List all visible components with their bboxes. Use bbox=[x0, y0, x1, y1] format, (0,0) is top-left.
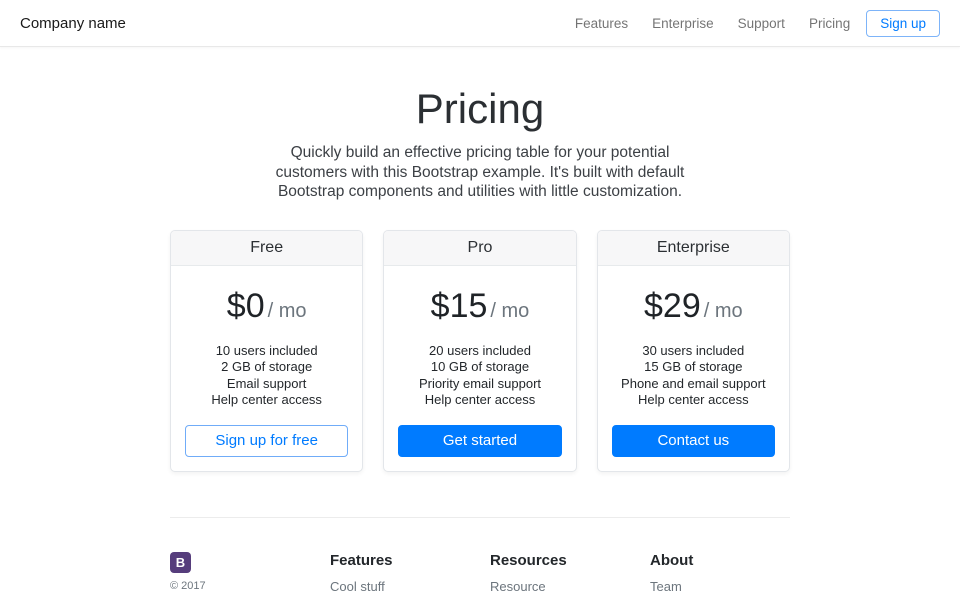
plan-title: Pro bbox=[384, 230, 576, 266]
page-title: Pricing bbox=[415, 85, 545, 132]
footer-divider bbox=[170, 516, 790, 518]
plan-feature: Help center access bbox=[638, 392, 749, 407]
plan-feature: Priority email support bbox=[418, 375, 542, 391]
plan-period: / mo bbox=[490, 299, 530, 322]
contact-us-button[interactable]: Contact us bbox=[611, 424, 775, 457]
footer-link-team[interactable]: Team bbox=[650, 578, 682, 594]
plan-title: Enterprise bbox=[597, 230, 789, 266]
plan-feature: 10 users included bbox=[215, 342, 318, 358]
footer-heading: Resources bbox=[490, 551, 567, 569]
plan-price: $15/ mo bbox=[430, 286, 530, 325]
footer-heading: Features bbox=[330, 551, 393, 569]
nav-link-features[interactable]: Features bbox=[574, 15, 629, 31]
hero-section: Pricing Quickly build an effective prici… bbox=[0, 47, 960, 202]
pricing-card-enterprise: Enterprise $29/ mo 30 users included 15 … bbox=[596, 229, 790, 472]
plan-feature: 30 users included bbox=[642, 342, 745, 358]
get-started-button[interactable]: Get started bbox=[398, 424, 562, 457]
pricing-card-free: Free $0/ mo 10 users included 2 GB of st… bbox=[170, 229, 364, 472]
footer-column-features: Features Cool stuff Random feature Team … bbox=[330, 552, 490, 600]
footer-brand-column: B © 2017 bbox=[170, 551, 330, 600]
plan-feature: Phone and email support bbox=[621, 375, 766, 391]
plan-features: 20 users included 10 GB of storage Prior… bbox=[398, 343, 561, 409]
plan-feature: 20 users included bbox=[429, 342, 531, 358]
footer-column-about: About Team Locations Privacy Terms bbox=[650, 552, 790, 600]
nav-link-enterprise[interactable]: Enterprise bbox=[652, 15, 714, 31]
nav-links: Features Enterprise Support Pricing Sign… bbox=[551, 9, 940, 37]
signup-free-button[interactable]: Sign up for free bbox=[185, 424, 349, 457]
plan-features: 30 users included 15 GB of storage Phone… bbox=[612, 343, 775, 409]
footer: B © 2017 Features Cool stuff Random feat… bbox=[170, 551, 790, 600]
signup-button[interactable]: Sign up bbox=[866, 9, 940, 37]
plan-feature: Email support bbox=[226, 375, 307, 391]
plan-features: 10 users included 2 GB of storage Email … bbox=[185, 343, 348, 409]
nav-link-pricing[interactable]: Pricing bbox=[808, 15, 851, 31]
plan-feature: Help center access bbox=[211, 392, 322, 407]
navbar: Company name Features Enterprise Support… bbox=[0, 0, 960, 47]
plan-price: $0/ mo bbox=[226, 286, 307, 325]
plan-feature: 10 GB of storage bbox=[430, 359, 530, 374]
brand-link[interactable]: Company name bbox=[20, 14, 126, 32]
bootstrap-logo-icon: B bbox=[170, 551, 191, 573]
plan-price: $29/ mo bbox=[644, 286, 743, 325]
plan-feature: 2 GB of storage bbox=[221, 359, 313, 374]
copyright-text: © 2017 bbox=[170, 579, 206, 592]
footer-link-resource[interactable]: Resource bbox=[490, 578, 546, 594]
plan-period: / mo bbox=[703, 299, 743, 322]
pricing-card-pro: Pro $15/ mo 20 users included 10 GB of s… bbox=[383, 229, 577, 472]
page-description: Quickly build an effective pricing table… bbox=[275, 144, 685, 200]
pricing-cards: Free $0/ mo 10 users included 2 GB of st… bbox=[170, 229, 790, 472]
nav-link-support[interactable]: Support bbox=[737, 15, 785, 31]
footer-link-cool-stuff[interactable]: Cool stuff bbox=[330, 578, 385, 594]
plan-period: / mo bbox=[267, 299, 307, 322]
plan-title: Free bbox=[171, 230, 363, 266]
footer-heading: About bbox=[650, 551, 694, 569]
plan-feature: 15 GB of storage bbox=[644, 359, 743, 374]
footer-column-resources: Resources Resource Resource name Another… bbox=[490, 552, 650, 600]
plan-feature: Help center access bbox=[424, 392, 536, 407]
